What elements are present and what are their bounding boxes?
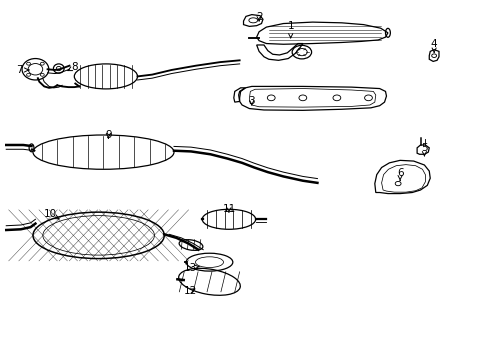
Text: 3: 3	[248, 96, 255, 107]
Text: 6: 6	[396, 168, 403, 181]
Text: 12: 12	[183, 287, 196, 296]
Text: 9: 9	[105, 130, 111, 140]
Text: 13: 13	[183, 262, 199, 273]
Text: 1: 1	[287, 21, 293, 38]
Text: 5: 5	[420, 143, 427, 156]
Text: 8: 8	[68, 63, 78, 72]
Text: 7: 7	[17, 65, 29, 75]
Text: 10: 10	[43, 209, 59, 219]
Text: 2: 2	[255, 13, 262, 22]
Text: 11: 11	[222, 203, 235, 213]
Text: 4: 4	[430, 39, 437, 52]
